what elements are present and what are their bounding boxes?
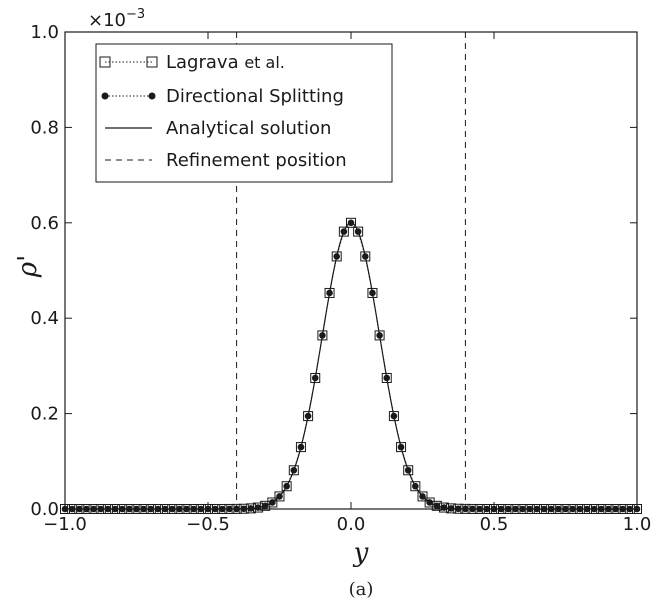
directional-splitting-point xyxy=(397,443,405,451)
legend-lagrava-marker xyxy=(99,56,111,68)
y-tick-label: 1.0 xyxy=(30,22,59,43)
series-dotted-line xyxy=(65,222,637,510)
x-tick-label: −1.0 xyxy=(43,514,87,535)
directional-splitting-point xyxy=(354,228,362,235)
directional-splitting-point xyxy=(319,332,326,339)
y-tick-label: 0.6 xyxy=(30,213,59,234)
y-multiplier-exponent: −3 xyxy=(126,7,145,22)
legend-refinement-label: Refinement position xyxy=(166,150,347,171)
figure-caption: (a) xyxy=(349,579,374,600)
directional-splitting-point xyxy=(369,289,376,297)
directional-splitting-point xyxy=(426,499,433,506)
lagrava-point xyxy=(303,411,314,422)
x-tick-label: 0.5 xyxy=(480,514,509,535)
legend-lagrava-suffix: et al. xyxy=(244,53,285,72)
legend-lagrava-marker xyxy=(146,56,158,68)
directional-splitting-point xyxy=(419,493,426,500)
lagrava-point xyxy=(260,500,271,511)
directional-splitting-point xyxy=(412,482,419,490)
lagrava-point xyxy=(396,442,407,453)
directional-splitting-point xyxy=(340,228,348,235)
lagrava-point xyxy=(331,251,342,262)
directional-splitting-point xyxy=(447,505,455,512)
lagrava-point xyxy=(381,372,392,383)
directional-splitting-point xyxy=(362,253,369,260)
x-tick-label: −0.5 xyxy=(186,514,230,535)
lagrava-point xyxy=(346,217,356,228)
lagrava-point xyxy=(388,411,399,422)
lagrava-point xyxy=(288,465,299,476)
lagrava-point xyxy=(267,497,278,508)
axis-ticks: −1.0 −0.5 0.0 0.5 1.0 0.0 0.2 0.4 0.6 0.8 1.0 xyxy=(30,22,651,535)
directional-splitting-point xyxy=(390,412,398,420)
directional-splitting-point xyxy=(290,466,298,474)
y-tick-label: 0.2 xyxy=(30,404,59,425)
directional-splitting-point xyxy=(376,332,383,339)
lagrava-point xyxy=(324,287,335,298)
legend-directional-label: Directional Splitting xyxy=(166,86,344,107)
lagrava-point xyxy=(295,442,306,453)
lagrava-point xyxy=(274,491,285,502)
directional-splitting-point xyxy=(326,289,333,297)
directional-splitting-point xyxy=(304,412,312,420)
legend-lagrava-label: Lagrava et al. xyxy=(166,52,285,73)
y-multiplier: ×10−3 xyxy=(88,7,145,31)
y-tick-label: 0.0 xyxy=(30,499,59,520)
lagrava-point xyxy=(367,287,378,298)
directional-splitting-point xyxy=(297,443,305,451)
lagrava-point xyxy=(374,330,385,341)
y-tick-label: 0.8 xyxy=(30,117,59,138)
y-tick-label: 0.4 xyxy=(30,308,59,329)
directional-splitting-point xyxy=(261,502,269,510)
y-axis-label: ρ' xyxy=(13,255,43,278)
lagrava-point xyxy=(360,251,371,262)
lagrava-point xyxy=(403,465,414,476)
analytical-line xyxy=(65,222,637,510)
lagrava-point xyxy=(417,491,428,502)
directional-splitting-point xyxy=(269,499,276,506)
directional-splitting-point xyxy=(333,253,341,260)
directional-splitting-point xyxy=(276,493,283,500)
legend-analytical-label: Analytical solution xyxy=(166,118,331,139)
legend: Lagrava et al. Directional Splitting Analy… xyxy=(95,43,393,183)
x-tick-label: 0.0 xyxy=(337,514,366,535)
legend-directional-marker xyxy=(148,92,156,100)
lagrava-point xyxy=(353,226,364,237)
x-axis-label: y xyxy=(353,538,369,568)
x-tick-label: 1.0 xyxy=(623,514,652,535)
legend-box xyxy=(95,43,393,183)
directional-splitting-point xyxy=(347,219,355,227)
directional-splitting-point xyxy=(283,482,290,490)
lagrava-point xyxy=(281,481,292,492)
directional-splitting-point xyxy=(247,505,255,512)
lagrava-point xyxy=(424,497,435,508)
directional-splitting-point xyxy=(433,502,441,510)
lagrava-point xyxy=(310,372,321,383)
legend-directional-marker xyxy=(101,92,109,100)
directional-splitting-point xyxy=(311,374,319,382)
lagrava-point xyxy=(410,481,421,492)
directional-splitting-point xyxy=(404,466,412,474)
lagrava-point xyxy=(317,330,328,341)
directional-splitting-point xyxy=(383,374,391,382)
lagrava-point xyxy=(338,226,349,237)
